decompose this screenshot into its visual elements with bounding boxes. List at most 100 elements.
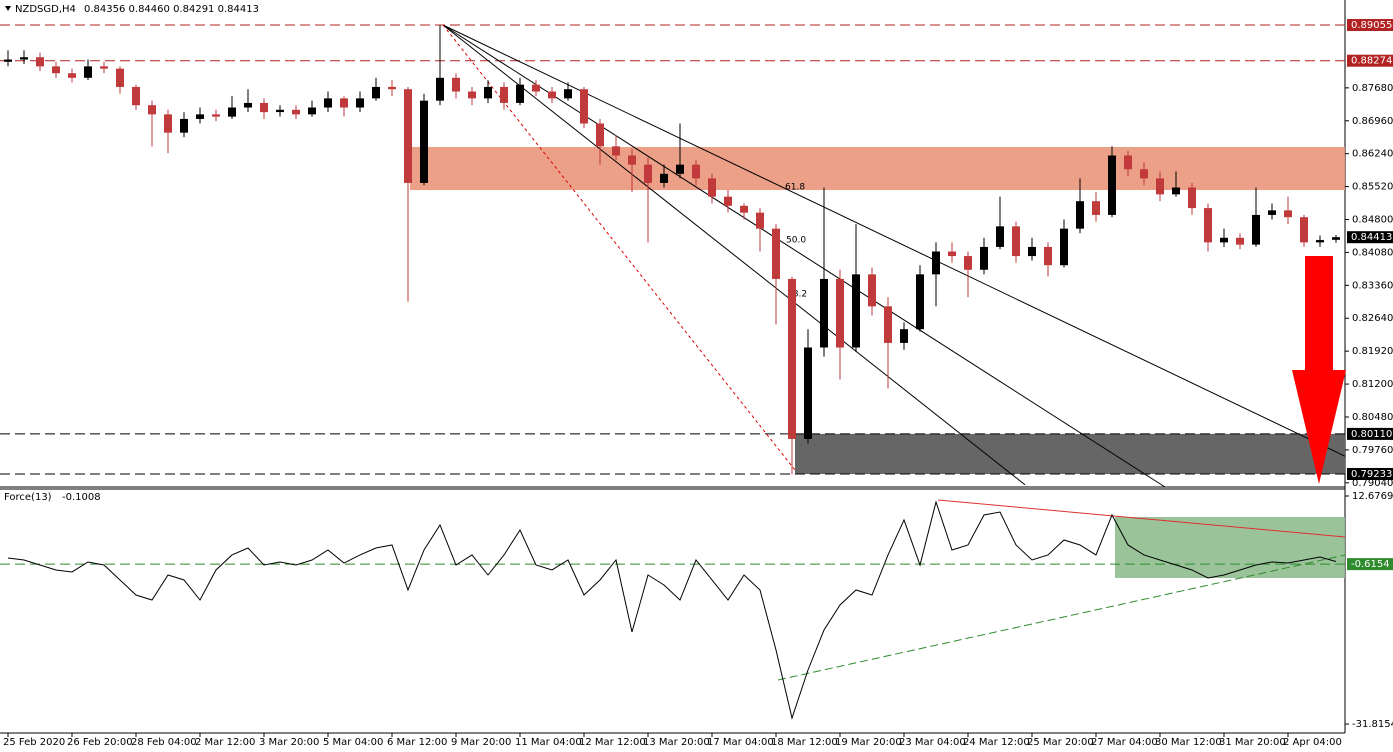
y-tick-label: 0.84800 — [1352, 215, 1393, 226]
candle-body — [436, 77, 444, 101]
y-tick-label: 0.81920 — [1352, 346, 1393, 357]
level-label: 0.84413 — [1351, 232, 1392, 243]
symbol: NZDSGD,H4 — [15, 4, 76, 15]
x-tick-label: 13 Mar 20:00 — [643, 737, 710, 748]
force-zone — [1115, 517, 1345, 578]
candle-body — [1300, 217, 1308, 243]
y-tick-label: 0.85520 — [1352, 182, 1393, 193]
candle-body — [1332, 237, 1340, 240]
candle-body — [244, 102, 252, 108]
candle-body — [548, 91, 556, 99]
candle-body — [452, 77, 460, 92]
candle-body — [404, 89, 412, 183]
fib-label: 61.8 — [785, 183, 805, 193]
y-tick-label: -31.8154 — [1352, 719, 1393, 730]
candle-body — [1204, 208, 1212, 243]
candle-body — [116, 68, 124, 87]
x-tick-label: 18 Mar 12:00 — [771, 737, 838, 748]
y-tick-label: 0.79760 — [1352, 445, 1393, 456]
force-trendline — [937, 499, 1346, 538]
candle-body — [420, 100, 428, 183]
candle-body — [932, 251, 940, 275]
candle-body — [500, 86, 508, 103]
x-tick-label: 3 Mar 20:00 — [259, 737, 319, 748]
level-label-bg — [1347, 231, 1393, 244]
candle-body — [644, 164, 652, 183]
x-tick-label: 6 Mar 12:00 — [387, 737, 447, 748]
candle-body — [484, 86, 492, 99]
candle-body — [1124, 155, 1132, 170]
candle-body — [996, 226, 1004, 247]
candle-body — [532, 84, 540, 92]
x-tick-label: 24 Mar 12:00 — [963, 737, 1030, 748]
candle-body — [1140, 169, 1148, 179]
candle-body — [1028, 246, 1036, 257]
candle-body — [1092, 201, 1100, 215]
candle-body — [724, 196, 732, 206]
candle-body — [372, 86, 380, 99]
y-tick-label: 0.82640 — [1352, 313, 1393, 324]
x-tick-label: 11 Mar 04:00 — [515, 737, 582, 748]
candle-body — [1284, 210, 1292, 218]
candle-body — [692, 164, 700, 179]
candle-body — [612, 146, 620, 156]
candle-body — [196, 114, 204, 119]
x-tick-label: 28 Feb 04:00 — [131, 737, 197, 748]
candle-body — [84, 66, 92, 78]
level-label-bg — [1347, 427, 1393, 440]
candle-body — [100, 66, 108, 69]
x-tick-label: 2 Apr 04:00 — [1283, 737, 1342, 748]
fan-line — [442, 24, 1346, 457]
fib-line — [442, 24, 796, 471]
candle-body — [820, 278, 828, 348]
candle-body — [868, 274, 876, 307]
x-tick-label: 31 Mar 20:00 — [1219, 737, 1286, 748]
candle-body — [260, 102, 268, 113]
candle-body — [468, 91, 476, 99]
candle-body — [916, 274, 924, 330]
fib-label: 50.0 — [786, 236, 806, 246]
y-tick-label: 0.81200 — [1352, 379, 1393, 390]
candle-body — [1252, 214, 1260, 245]
x-tick-label: 26 Feb 20:00 — [67, 737, 133, 748]
level-label: 0.80110 — [1351, 429, 1392, 440]
level-label: 0.89055 — [1351, 20, 1392, 31]
indicator-value: -0.1008 — [62, 492, 101, 503]
collapse-icon — [5, 6, 11, 11]
candle-body — [68, 73, 76, 78]
candle-body — [1156, 178, 1164, 195]
candle-body — [52, 66, 60, 74]
candle-body — [1044, 246, 1052, 266]
header: NZDSGD,H4 0.84356 0.84460 0.84291 0.8441… — [4, 4, 259, 503]
fan-line — [442, 24, 1026, 486]
candle-body — [900, 329, 908, 343]
x-tick-label: 2 Mar 12:00 — [195, 737, 255, 748]
x-tick-label: 25 Feb 2020 — [3, 737, 65, 748]
fib-label: 38.2 — [787, 290, 807, 300]
x-tick-label: 23 Mar 04:00 — [899, 737, 966, 748]
candle-body — [1060, 228, 1068, 266]
x-tick-label: 25 Mar 20:00 — [1027, 737, 1094, 748]
candle-body — [212, 114, 220, 117]
y-tick-label: 0.79040 — [1352, 478, 1393, 489]
x-tick-label: 9 Mar 20:00 — [451, 737, 511, 748]
candle-body — [276, 109, 284, 113]
support-zone — [795, 433, 1345, 474]
y-tick-label: 0.84080 — [1352, 247, 1393, 258]
x-tick-label: 17 Mar 04:00 — [707, 737, 774, 748]
candle-body — [1012, 226, 1020, 257]
candle-body — [36, 57, 44, 67]
candle-body — [148, 105, 156, 115]
x-tick-label: 27 Mar 04:00 — [1091, 737, 1158, 748]
x-tick-label: 5 Mar 04:00 — [323, 737, 383, 748]
candle-body — [4, 59, 12, 62]
y-tick-label: 12.6769 — [1352, 491, 1393, 502]
candle-body — [596, 123, 604, 147]
y-tick-label: 0.86240 — [1352, 149, 1393, 160]
y-tick-label: 0.87680 — [1352, 83, 1393, 94]
ohlc: 0.84356 0.84460 0.84291 0.84413 — [84, 4, 259, 15]
candle-body — [564, 89, 572, 99]
candle-body — [388, 86, 396, 90]
candle-body — [708, 178, 716, 197]
